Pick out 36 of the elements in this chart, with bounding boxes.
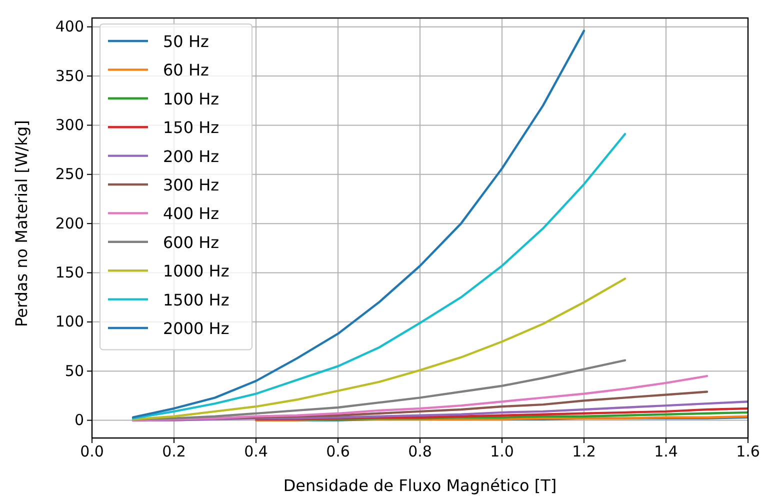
legend-label: 1000 Hz xyxy=(163,262,230,281)
legend-label: 50 Hz xyxy=(163,32,209,51)
y-tick-label: 50 xyxy=(64,362,84,380)
x-tick-label: 0.0 xyxy=(80,442,104,461)
y-tick-label: 200 xyxy=(55,214,84,232)
x-tick-label: 0.8 xyxy=(408,442,432,461)
legend-label: 400 Hz xyxy=(163,204,220,224)
line-series xyxy=(254,407,748,420)
y-tick-label: 150 xyxy=(55,264,84,282)
legend-label: 150 Hz xyxy=(163,118,220,138)
legend-label: 1500 Hz xyxy=(163,290,230,310)
x-axis-title: Densidade de Fluxo Magnético [T] xyxy=(283,476,557,495)
x-tick-label: 0.2 xyxy=(162,442,186,461)
line-series xyxy=(132,30,586,418)
x-tick-label: 1.4 xyxy=(654,442,678,461)
y-tick-label: 0 xyxy=(74,411,84,430)
legend-label: 60 Hz xyxy=(163,60,209,80)
legend-label: 200 Hz xyxy=(163,146,220,166)
legend-label: 100 Hz xyxy=(163,89,220,108)
y-tick-label: 250 xyxy=(55,165,84,184)
line-series xyxy=(132,278,626,420)
x-tick-label: 0.4 xyxy=(244,442,268,461)
y-tick-label: 350 xyxy=(55,66,84,85)
line-series xyxy=(132,374,708,422)
y-tick-label: 100 xyxy=(55,312,84,331)
x-tick-label: 1.0 xyxy=(490,442,514,461)
x-tick-label: 1.2 xyxy=(572,442,596,461)
y-axis-title: Perdas no Material [W/kg] xyxy=(12,120,31,327)
x-tick-label: 0.6 xyxy=(326,442,350,461)
legend-label: 600 Hz xyxy=(163,232,220,252)
legend-label: 2000 Hz xyxy=(163,319,230,338)
y-tick-label: 300 xyxy=(55,116,84,134)
x-tick-label: 1.6 xyxy=(736,442,760,461)
legend-label: 300 Hz xyxy=(163,176,220,194)
y-tick-label: 400 xyxy=(55,18,84,36)
line-series xyxy=(132,132,626,420)
